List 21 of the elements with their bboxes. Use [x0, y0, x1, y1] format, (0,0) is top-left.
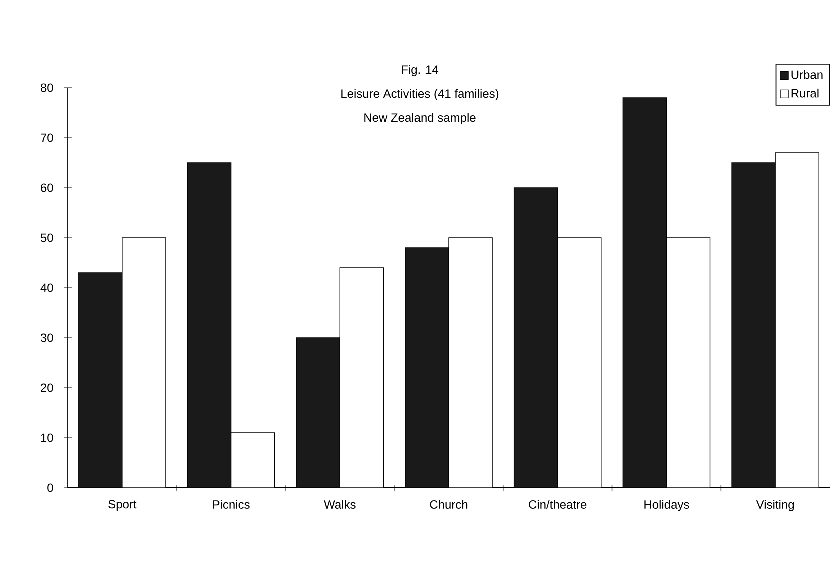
y-tick-label: 20 — [41, 384, 54, 392]
x-tick-label: Sport — [108, 500, 137, 512]
y-tick-label: 70 — [41, 134, 54, 142]
x-tick-label: Picnics — [213, 500, 250, 509]
x-tick-label: Holidays — [644, 500, 690, 512]
x-tick-label: Cin/theatre — [529, 500, 587, 509]
legend-label: Urban — [792, 70, 823, 80]
y-tick-label: 80 — [40, 84, 54, 92]
legend-label: Rural — [792, 88, 819, 98]
y-tick-label: 50 — [40, 234, 54, 242]
caption: Fig. 14 — [402, 65, 439, 76]
y-tick-label: 0 — [48, 484, 54, 492]
y-tick-label: 40 — [40, 284, 54, 292]
y-tick-label: 10 — [41, 434, 54, 442]
y-tick-label: 60 — [41, 184, 54, 192]
text: New Zealand sample — [364, 113, 476, 124]
x-tick-label: Walks — [324, 500, 356, 509]
chart-title: Leisure Activities (41 families) — [342, 89, 499, 100]
y-tick-label: 30 — [40, 334, 54, 342]
x-tick-label: Visiting — [756, 500, 794, 512]
x-tick-label: Church — [430, 500, 468, 509]
